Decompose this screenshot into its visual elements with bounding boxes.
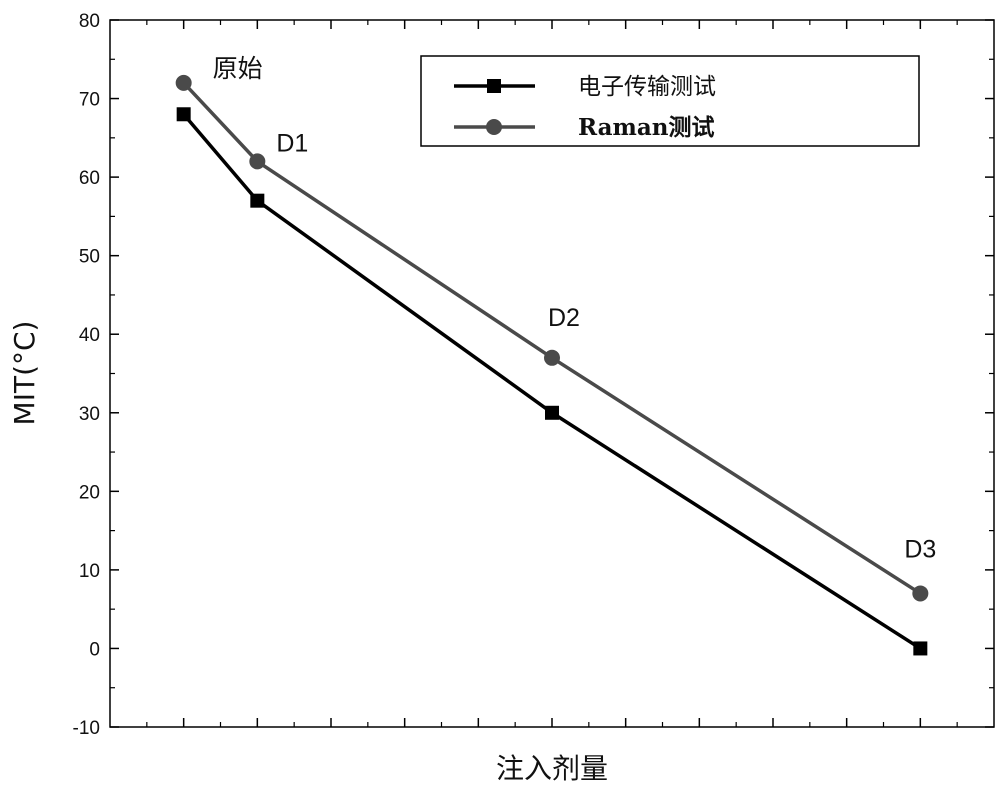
legend-label: Raman测试 xyxy=(578,114,715,141)
legend: 电子传输测试 Raman测试 xyxy=(421,56,919,146)
legend-marker-square xyxy=(487,79,501,93)
legend-marker-circle xyxy=(486,119,502,135)
series-line-1 xyxy=(184,83,921,594)
y-tick-label: 20 xyxy=(79,482,100,503)
y-tick-label: 50 xyxy=(79,247,100,268)
y-tick-label: 10 xyxy=(79,561,100,582)
x-axis-title: 注入剂量 xyxy=(496,752,608,785)
y-tick-label: 70 xyxy=(79,90,100,111)
series-line-0 xyxy=(184,114,921,648)
point-annotation: 原始 xyxy=(213,54,263,83)
y-tick-label: 80 xyxy=(79,11,100,32)
y-tick-label: 40 xyxy=(79,325,100,346)
y-axis-title: MIT(°C) xyxy=(8,321,41,426)
data-point-square xyxy=(545,406,559,420)
data-point-circle xyxy=(176,75,192,91)
data-point-square xyxy=(913,641,927,655)
point-annotation: D2 xyxy=(548,304,580,332)
y-tick-label: 30 xyxy=(79,404,100,425)
point-annotation: D1 xyxy=(276,129,308,157)
legend-label: 电子传输测试 xyxy=(578,74,716,100)
data-point-circle xyxy=(544,350,560,366)
data-point-square xyxy=(250,194,264,208)
point-annotation: D3 xyxy=(904,535,936,563)
y-tick-label: -10 xyxy=(73,718,100,739)
y-tick-label: 0 xyxy=(89,639,100,660)
data-point-square xyxy=(177,107,191,121)
y-tick-label: 60 xyxy=(79,168,100,189)
series-layer xyxy=(176,75,929,656)
data-point-circle xyxy=(249,153,265,169)
data-point-circle xyxy=(912,585,928,601)
